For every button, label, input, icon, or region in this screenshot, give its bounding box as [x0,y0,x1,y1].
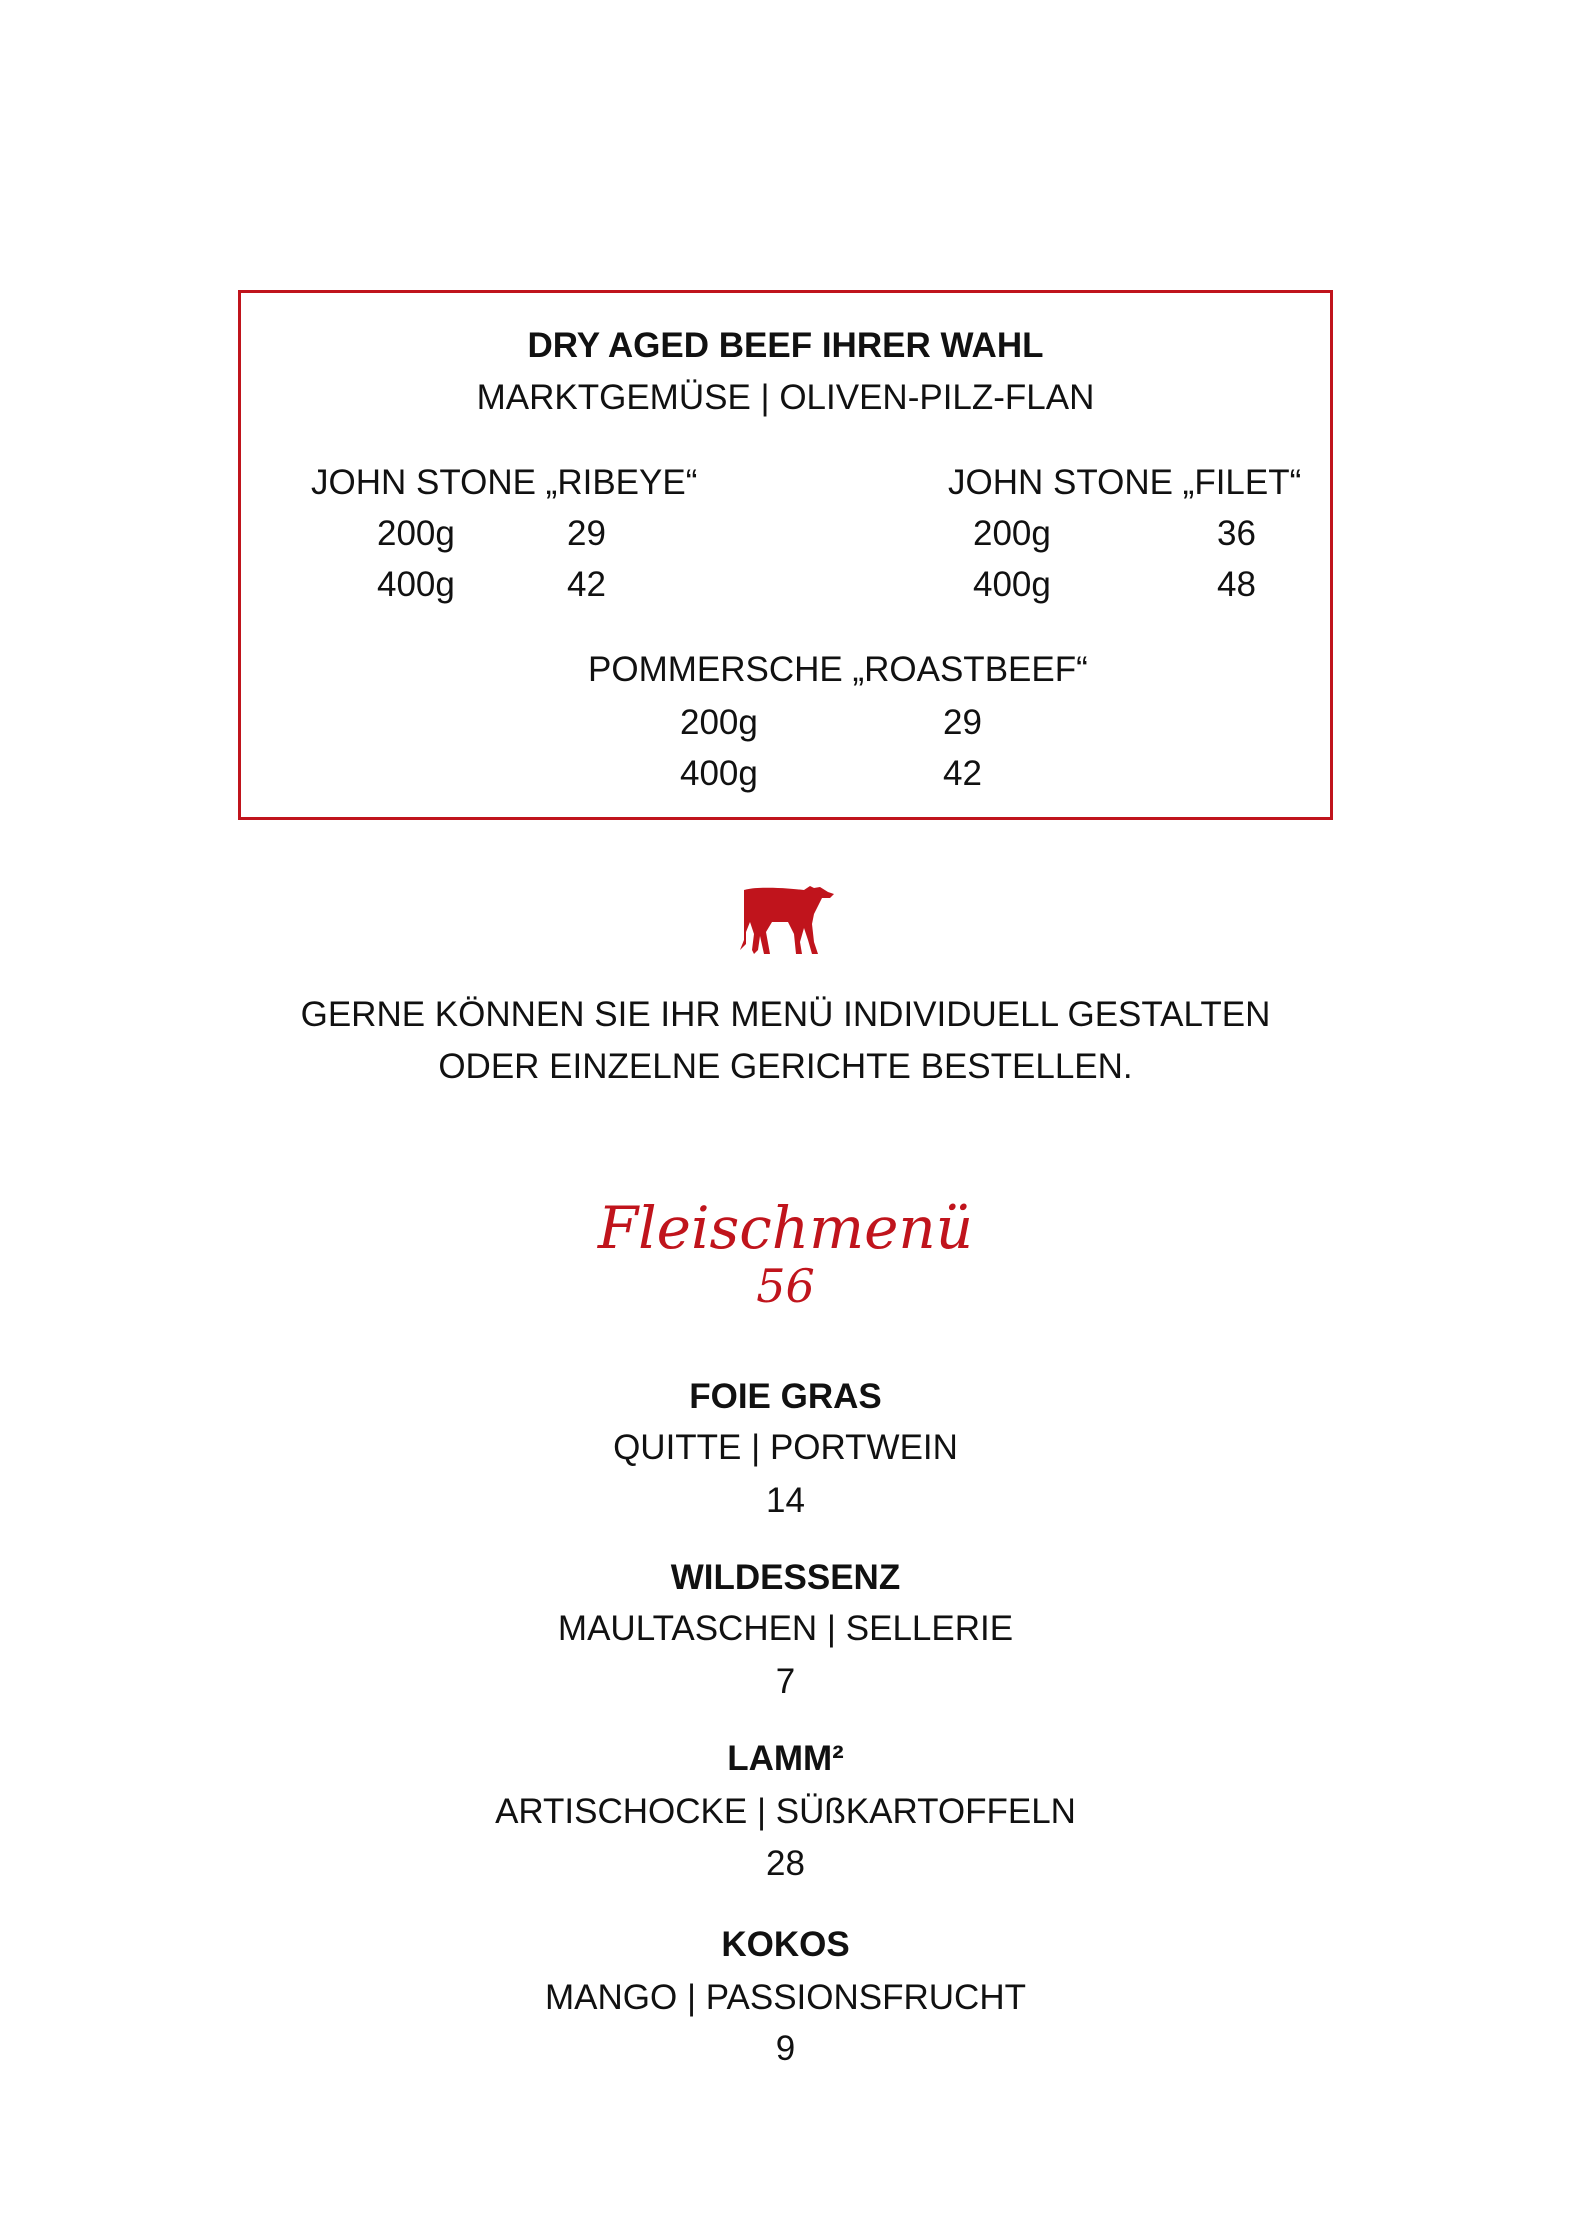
course-name: WILDESSENZ [670,1558,901,1597]
cut-price: 36 [1217,514,1256,553]
course-name: FOIE GRAS [689,1377,882,1416]
cut-price: 42 [567,565,606,604]
menu-title: Fleischmenü [597,1194,974,1262]
course-desc: MAULTASCHEN | SELLERIE [557,1609,1014,1648]
course-name: KOKOS [721,1925,850,1964]
course-name: LAMM² [727,1739,844,1778]
course-desc: QUITTE | PORTWEIN [613,1428,958,1467]
cut-weight: 200g [377,514,455,553]
course-desc: MANGO | PASSIONSFRUCHT [545,1978,1026,2017]
cut-price: 42 [943,754,982,793]
cut-price: 29 [943,703,982,742]
cut-name-filet: JOHN STONE „FILET“ [948,463,1302,502]
course-price: 9 [775,2029,796,2068]
dry-aged-beef-box [238,290,1333,820]
cut-name-roastbeef: POMMERSCHE „ROASTBEEF“ [588,650,1088,689]
cut-name-ribeye: JOHN STONE „RIBEYE“ [311,463,698,502]
menu-price: 56 [756,1259,815,1313]
cut-weight: 200g [680,703,758,742]
cut-weight: 400g [973,565,1051,604]
note-line-1: GERNE KÖNNEN SIE IHR MENÜ INDIVIDUELL GE… [300,995,1271,1034]
cut-price: 29 [567,514,606,553]
course-price: 28 [766,1844,805,1883]
course-price: 7 [775,1662,796,1701]
course-desc: ARTISCHOCKE | SÜßKARTOFFELN [495,1792,1076,1831]
cut-weight: 400g [680,754,758,793]
course-price: 14 [766,1481,805,1520]
dry-aged-subtitle: MARKTGEMÜSE | OLIVEN-PILZ-FLAN [476,378,1095,417]
cut-weight: 200g [973,514,1051,553]
cut-weight: 400g [377,565,455,604]
note-line-2: ODER EINZELNE GERICHTE BESTELLEN. [438,1047,1133,1086]
cut-price: 48 [1217,565,1256,604]
dry-aged-title: DRY AGED BEEF IHRER WAHL [527,326,1044,365]
cow-icon [740,886,834,954]
